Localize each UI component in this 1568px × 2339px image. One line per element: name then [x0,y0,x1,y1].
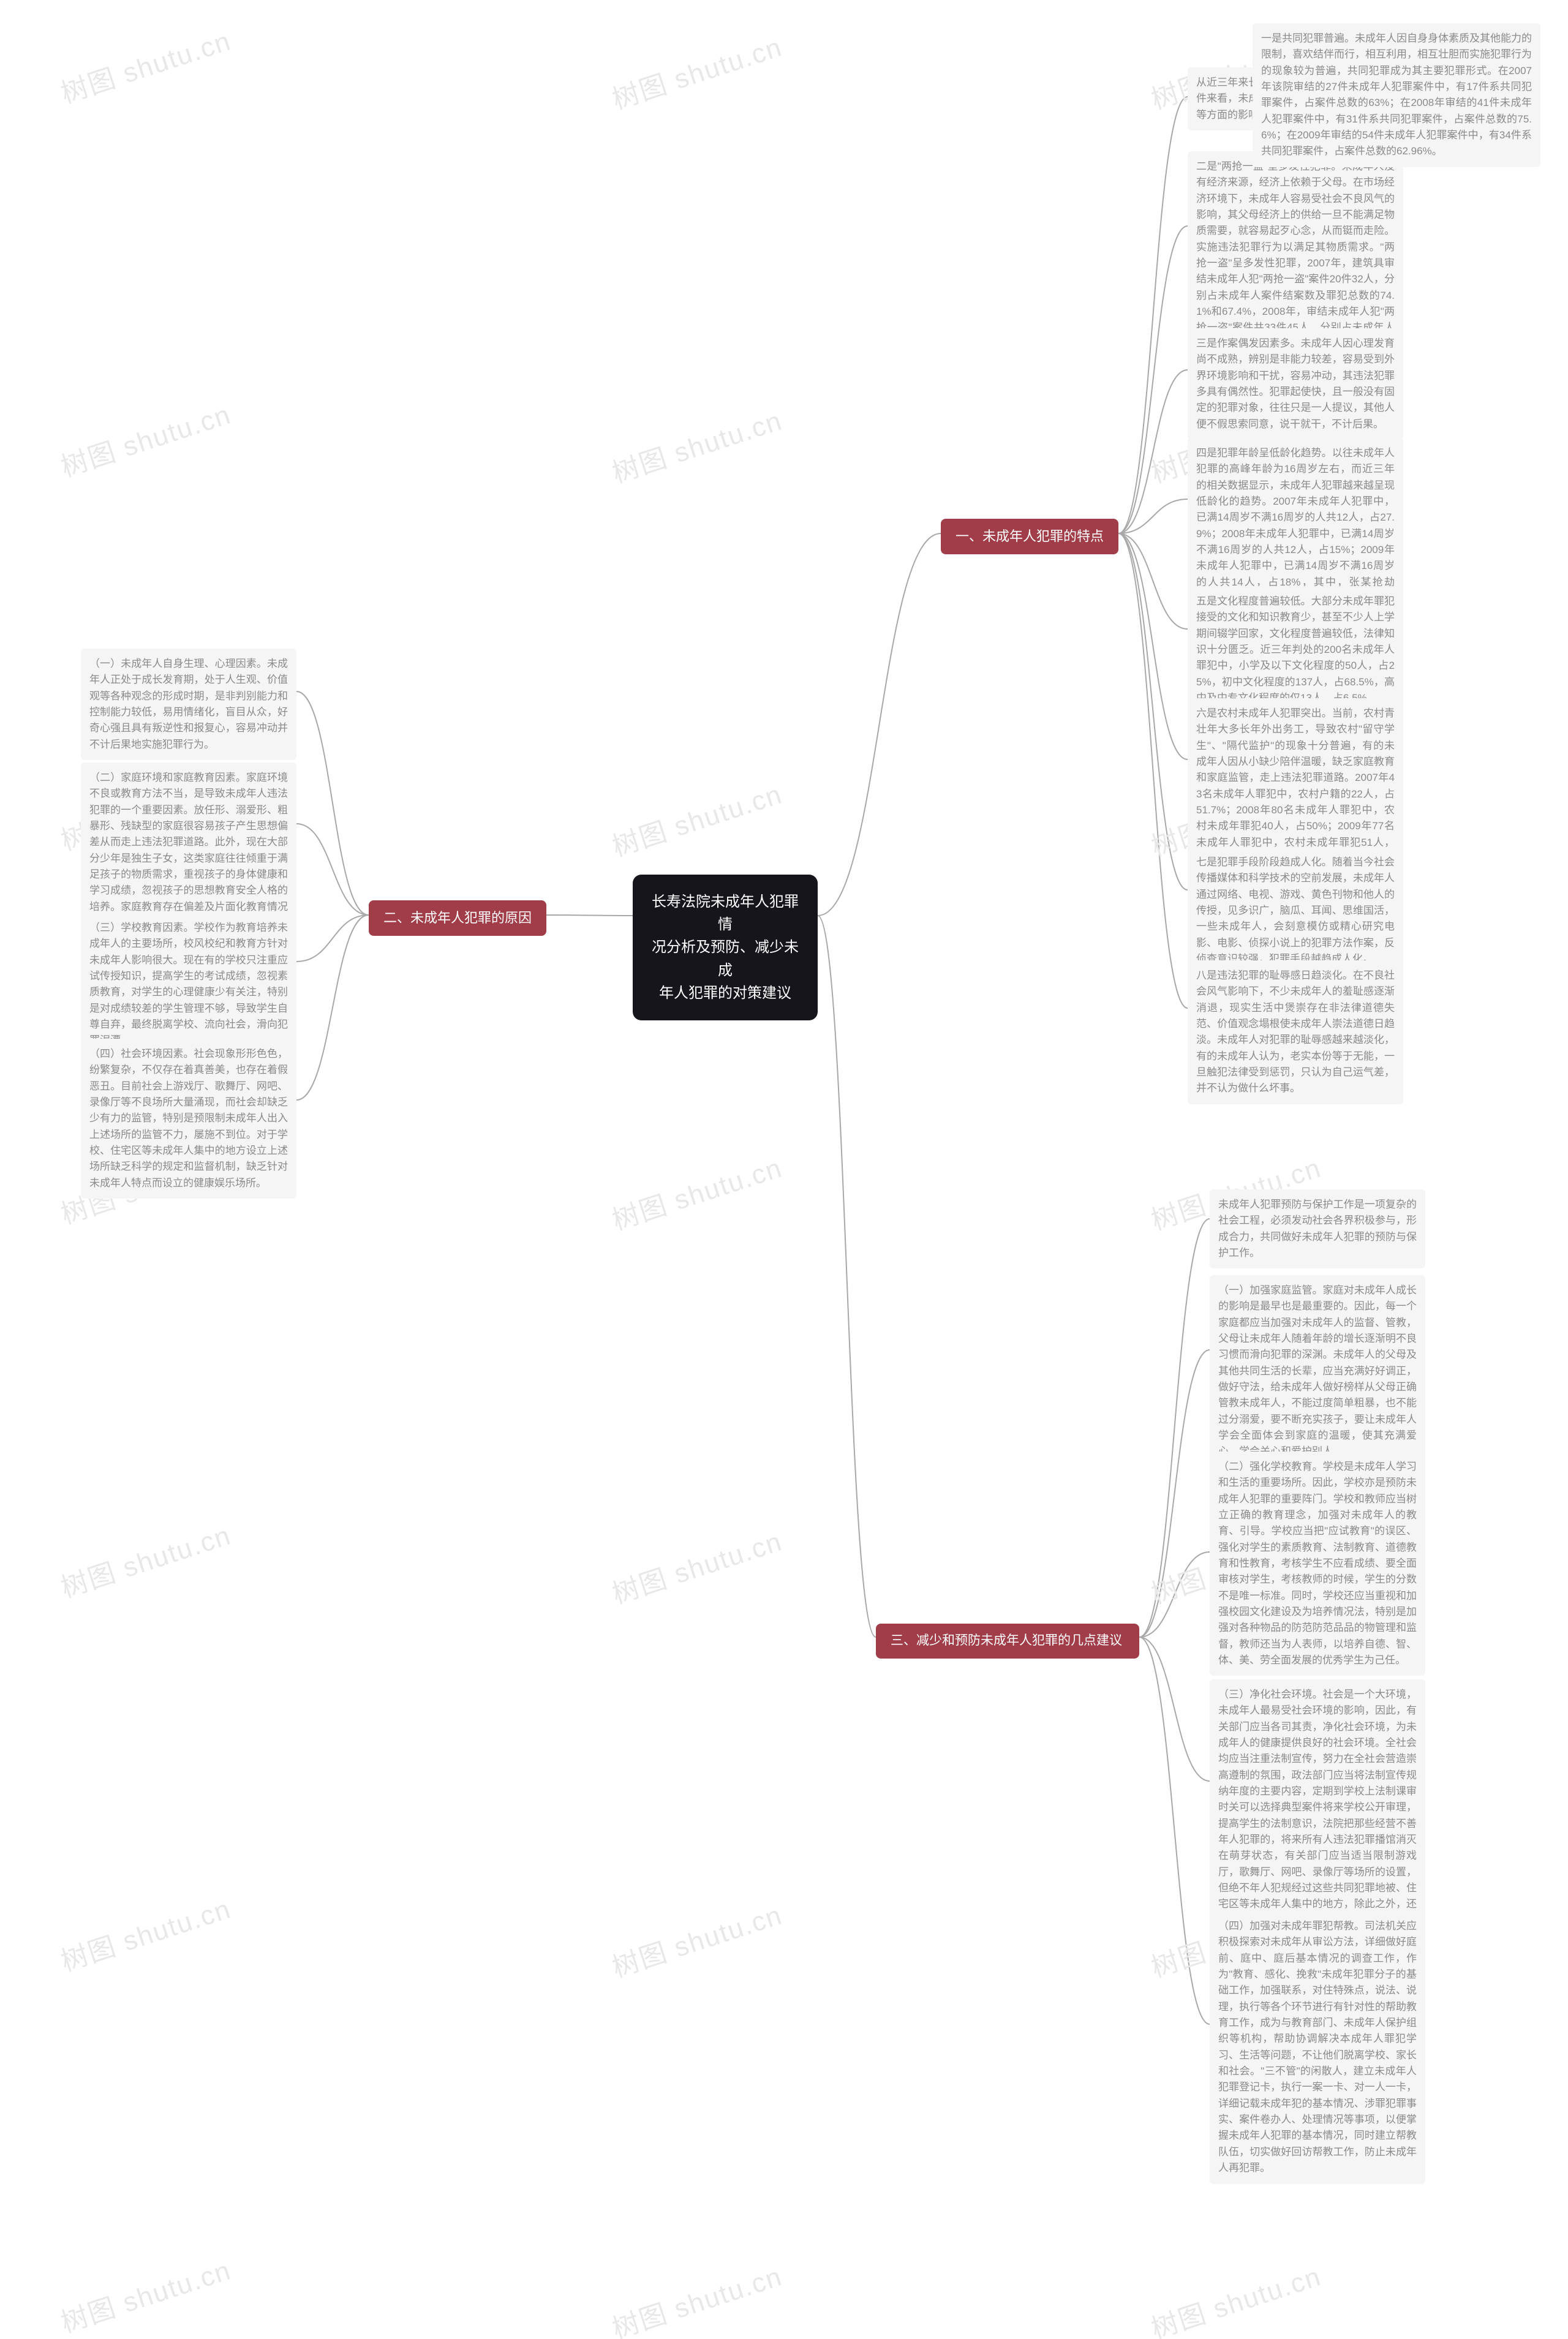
branch-node: 一、未成年人犯罪的特点 [941,519,1118,554]
edge [296,915,369,962]
edge [1139,1219,1210,1637]
branch-node: 三、减少和预防未成年人犯罪的几点建议 [876,1624,1139,1659]
watermark: 树图 shutu.cn [1145,2254,1325,2339]
edge [1118,370,1188,533]
edge [296,915,369,1100]
watermark: 树图 shutu.cn [55,1513,235,1605]
edge [818,916,876,1637]
edge [818,533,941,916]
edge [1139,1552,1210,1637]
leaf-node: 未成年人犯罪预防与保护工作是一项复杂的社会工程，必须发动社会各界积极参与，形成合… [1210,1189,1425,1268]
leaf-node: 八是违法犯罪的耻辱感日趋淡化。在不良社会风气影响下，不少未成年人的羞耻感逐渐消退… [1188,960,1403,1104]
watermark: 树图 shutu.cn [606,2254,786,2339]
watermark: 树图 shutu.cn [606,1893,786,1985]
watermark: 树图 shutu.cn [55,19,235,111]
edge [296,691,369,915]
leaf-node: （二）强化学校教育。学校是未成年人学习和生活的重要场所。因此，学校亦是预防未成年… [1210,1452,1425,1676]
watermark: 树图 shutu.cn [606,1520,786,1611]
watermark: 树图 shutu.cn [606,1146,786,1238]
edge [1118,533,1188,759]
watermark: 树图 shutu.cn [55,2248,235,2339]
watermark: 树图 shutu.cn [55,393,235,484]
watermark: 树图 shutu.cn [606,772,786,864]
leaf-node: （四）社会环境因素。社会现象形形色色，纷繁复杂，不仅存在着真善美，也存在着假恶丑… [81,1039,296,1199]
edge [1118,533,1188,629]
edge [1118,226,1188,533]
leaf-node: （四）加强对未成年罪犯帮教。司法机关应积极探索对未成年从审讼方法，详细做好庭前、… [1210,1911,1425,2184]
edge [1118,499,1188,533]
leaf-node: 一是共同犯罪普遍。未成年人因自身身体素质及其他能力的限制，喜欢结伴而行，相互利用… [1253,23,1540,167]
mindmap-canvas: 树图 shutu.cn 树图 shutu.cn 树图 shutu.cn 树图 shut… [0,0,1568,2339]
center-node: 长寿法院未成年人犯罪情况分析及预防、减少未成年人犯罪的对策建议 [633,875,818,1020]
watermark: 树图 shutu.cn [55,1887,235,1979]
leaf-node: （一）未成年人自身生理、心理因素。未成年人正处于成长发育期，处于人生观、价值观等… [81,649,296,760]
leaf-node: 七是犯罪手段阶段趋成人化。随着当今社会传播媒体和科学技术的空前发展，未成年人通过… [1188,847,1403,974]
watermark: 树图 shutu.cn [606,25,786,117]
edge [1118,97,1188,533]
edge [546,915,633,916]
edge [1139,1637,1210,1781]
leaf-node: 五是文化程度普遍较低。大部分未成年罪犯接受的文化和知识教育少，甚至不少人上学期间… [1188,586,1403,714]
edge [1139,1637,1210,2024]
leaf-node: （三）学校教育因素。学校作为教育培养未成年人的主要场所，校风校纪和教育方针对未成… [81,913,296,1057]
edge [1139,1350,1210,1637]
branch-node: 二、未成年人犯罪的原因 [369,900,546,936]
edge [1118,533,1188,1008]
leaf-node: （一）加强家庭监管。家庭对未成年人成长的影响是最早也是最重要的。因此，每一个家庭… [1210,1275,1425,1467]
edge [1118,533,1188,890]
watermark: 树图 shutu.cn [606,399,786,491]
leaf-node: 三是作案偶发因素多。未成年人因心理发育尚不成熟，辨别是非能力较差，容易受到外界环… [1188,328,1403,440]
edge [296,824,369,915]
